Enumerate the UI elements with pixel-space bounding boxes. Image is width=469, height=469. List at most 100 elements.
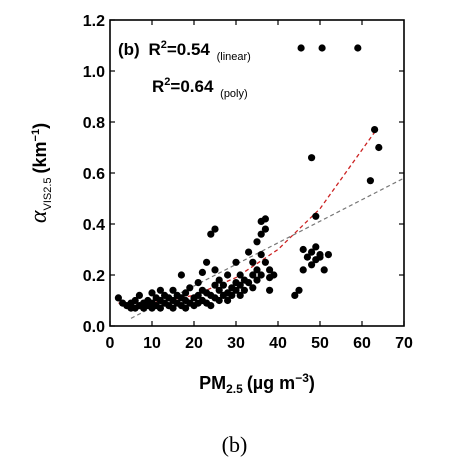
data-point	[266, 266, 274, 274]
y-axis-label: αVIS2.5(km−1)	[26, 123, 54, 223]
data-point	[316, 253, 324, 261]
panel-label: (b)	[118, 40, 140, 59]
data-point	[215, 276, 223, 284]
data-point	[211, 225, 219, 233]
data-point	[215, 286, 223, 294]
r2-linear-exp: 2	[161, 39, 167, 51]
y-tick-label: 1.0	[83, 64, 105, 81]
data-point	[266, 286, 274, 294]
data-point	[245, 279, 253, 287]
data-point	[249, 284, 257, 292]
data-point	[257, 251, 265, 259]
data-point	[186, 284, 194, 292]
data-point	[236, 291, 244, 299]
x-tick-label: 70	[395, 335, 413, 352]
data-point	[177, 271, 185, 279]
data-point	[303, 253, 311, 261]
data-point	[182, 289, 190, 297]
x-tick-label: 40	[269, 335, 287, 352]
data-point	[215, 296, 223, 305]
data-point	[261, 225, 269, 233]
data-point	[203, 258, 211, 266]
data-point	[232, 258, 240, 266]
data-point	[236, 281, 244, 289]
data-point	[299, 266, 307, 274]
data-point	[148, 289, 156, 297]
data-point	[270, 271, 278, 279]
data-point	[318, 44, 326, 52]
data-point	[299, 245, 307, 254]
data-point	[324, 251, 332, 259]
data-point	[253, 238, 261, 246]
data-point	[219, 281, 227, 289]
r2-linear-label: (linear)	[217, 51, 251, 63]
data-point	[156, 286, 164, 294]
data-point	[194, 291, 202, 299]
data-point	[297, 44, 305, 52]
data-point	[245, 248, 253, 256]
x-tick-label: 0	[106, 335, 115, 352]
x-tick-label: 60	[353, 335, 371, 352]
data-point	[240, 286, 248, 294]
figure-panel-caption: (b)	[221, 432, 248, 457]
data-point	[257, 230, 265, 238]
data-point	[232, 286, 240, 294]
data-point	[194, 279, 202, 287]
data-point	[224, 296, 232, 305]
poly-fit-line	[118, 131, 376, 304]
data-point	[114, 294, 122, 302]
data-point	[249, 271, 257, 279]
data-point	[308, 154, 316, 162]
data-point	[295, 286, 303, 294]
data-point	[371, 126, 379, 134]
data-point	[253, 266, 261, 274]
x-tick-label: 10	[143, 335, 161, 352]
data-point	[312, 212, 320, 220]
data-points	[114, 44, 383, 312]
data-point	[253, 276, 261, 284]
data-point	[131, 296, 139, 305]
y-tick-label: 0.4	[83, 217, 105, 234]
y-tick-label: 1.2	[83, 13, 105, 30]
data-point	[211, 281, 219, 289]
x-tick-label: 50	[311, 335, 329, 352]
r2-poly-value: =0.64	[170, 77, 214, 96]
x-axis-label: PM2.5 (µg m−3)	[199, 371, 315, 396]
data-point	[207, 302, 215, 310]
x-tick-label: 20	[185, 335, 203, 352]
r2-linear-annotation: (b) R2=0.54 (linear)	[118, 39, 251, 63]
data-point	[207, 230, 215, 238]
data-point	[236, 271, 244, 279]
data-point	[249, 258, 257, 266]
data-point	[366, 177, 374, 185]
data-point	[354, 44, 362, 52]
data-point	[135, 291, 143, 299]
data-point	[308, 248, 316, 256]
data-point	[261, 258, 269, 266]
axis-ticks: 0 10 20 30 40 50 60 70 0.0 0.2 0.4 0.6 0.8 1.0 1.2	[83, 13, 413, 352]
data-point	[320, 266, 328, 274]
data-point	[156, 304, 164, 312]
data-point	[261, 215, 269, 223]
data-point	[291, 291, 299, 299]
r2-poly-exp: 2	[164, 76, 170, 88]
y-tick-label: 0.0	[83, 319, 105, 336]
data-point	[312, 243, 320, 251]
r2-poly-label: (poly)	[220, 88, 248, 100]
data-point	[257, 271, 265, 279]
data-point	[228, 291, 236, 299]
y-tick-label: 0.6	[83, 166, 105, 183]
data-point	[169, 286, 177, 294]
y-tick-label: 0.2	[83, 268, 105, 285]
data-point	[308, 261, 316, 269]
data-point	[182, 304, 190, 312]
data-point	[198, 268, 206, 276]
data-point	[169, 304, 177, 312]
r2-poly-prefix: R	[152, 77, 164, 96]
data-point	[211, 266, 219, 274]
y-tick-label: 0.8	[83, 115, 105, 132]
data-point	[375, 143, 383, 152]
r2-poly-annotation: R2=0.64 (poly)	[152, 76, 248, 100]
x-tick-label: 30	[227, 335, 245, 352]
